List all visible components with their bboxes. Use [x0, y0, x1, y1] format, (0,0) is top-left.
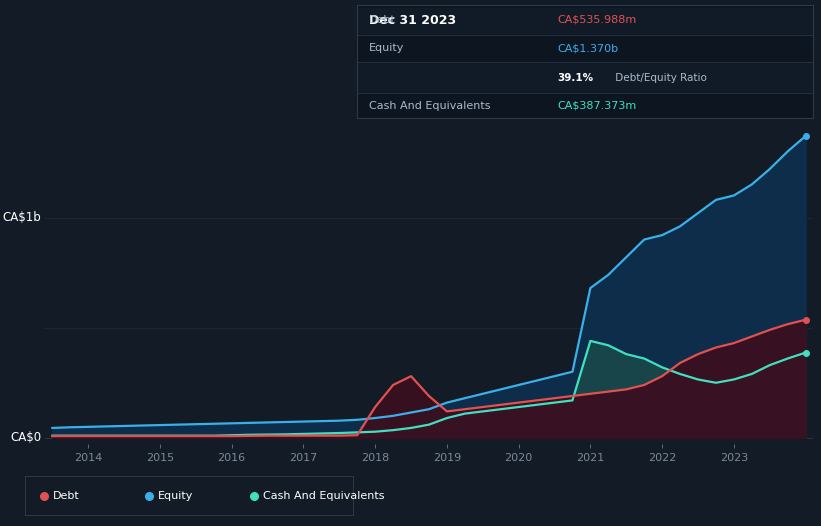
Text: CA$535.988m: CA$535.988m	[557, 15, 637, 25]
Text: CA$387.373m: CA$387.373m	[557, 101, 637, 111]
Text: Debt: Debt	[369, 15, 395, 25]
Text: 39.1%: 39.1%	[557, 73, 594, 83]
Text: Cash And Equivalents: Cash And Equivalents	[369, 101, 490, 111]
Bar	[357, 35, 813, 62]
Text: Equity: Equity	[369, 43, 404, 53]
Text: Dec 31 2023: Dec 31 2023	[369, 14, 456, 27]
Text: CA$1b: CA$1b	[2, 211, 41, 224]
Text: CA$1.370b: CA$1.370b	[557, 43, 619, 53]
Text: Debt/Equity Ratio: Debt/Equity Ratio	[612, 73, 707, 83]
Text: Cash And Equivalents: Cash And Equivalents	[263, 491, 384, 501]
Text: Equity: Equity	[158, 491, 193, 501]
Bar	[357, 94, 813, 118]
Bar	[357, 62, 813, 94]
Bar	[357, 7, 813, 35]
Text: Debt: Debt	[53, 491, 80, 501]
Text: CA$0: CA$0	[10, 431, 41, 444]
